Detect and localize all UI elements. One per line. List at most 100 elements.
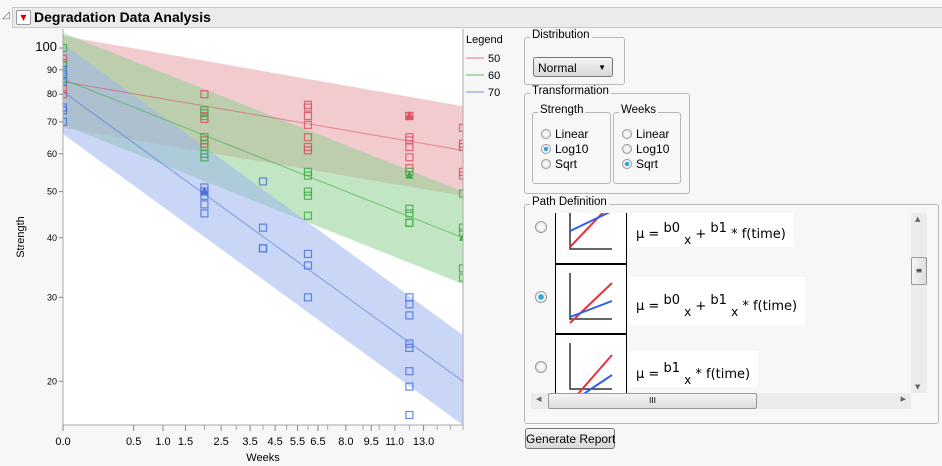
path-definition-group: Path Definition μ = b0 x + b1 * f(time) μ…	[524, 196, 939, 424]
weeks-radio-sqrt[interactable]: Sqrt	[622, 156, 669, 171]
subscript-1: x	[684, 373, 692, 387]
data-point-50	[63, 84, 68, 94]
triangle-marker-60	[459, 232, 463, 241]
path-radio-button[interactable]	[535, 221, 547, 233]
data-point-50	[303, 103, 313, 112]
radio-button-icon[interactable]	[541, 128, 551, 139]
weeks-radio-log10[interactable]: Log10	[622, 141, 669, 156]
legend-entry: 70	[488, 87, 500, 99]
x-tick-label: 13.0	[413, 436, 434, 448]
radio-button-icon[interactable]	[622, 143, 632, 154]
scroll-right-icon[interactable]: ▶	[900, 395, 906, 403]
fit-line-70	[63, 91, 463, 382]
vertical-scroll-thumb[interactable]: ≡	[911, 257, 927, 285]
horizontal-scrollbar[interactable]: ◀ III ▶	[531, 393, 911, 409]
strength-radio-log10[interactable]: Log10	[541, 141, 588, 156]
data-point-60	[63, 61, 68, 70]
radio-button-icon[interactable]	[622, 158, 632, 169]
legend-title: Legend	[466, 34, 503, 46]
data-point-70	[63, 117, 68, 126]
data-point-60	[303, 191, 313, 200]
path-thumbnail-icon	[555, 334, 627, 393]
data-point-60	[458, 223, 463, 232]
transformation-group: Transformation Strength Linear Log10 Sqrt …	[524, 85, 690, 194]
weeks-group: Weeks Linear Log10 Sqrt	[613, 104, 681, 184]
data-point-60	[405, 209, 414, 218]
plot-content	[63, 33, 463, 425]
data-point-70	[63, 77, 68, 86]
distribution-value: Normal	[538, 61, 577, 75]
data-point-50	[63, 54, 68, 63]
path-equation: μ = b1 x * f(time)	[628, 351, 759, 387]
data-point-70	[405, 367, 414, 376]
data-point-50	[303, 146, 313, 155]
term-1: b1	[663, 361, 680, 376]
x-tick-label: 1.5	[178, 436, 193, 448]
data-point-50	[458, 123, 463, 132]
data-point-70	[405, 339, 414, 348]
weeks-label: Weeks	[619, 104, 658, 116]
degradation-chart: 100 90 80 70 60 50 40 30 20 0.0 0.5 1.0 1.5 2.5 3.5 4.5…	[15, 29, 503, 464]
x-tick-label: 3.5	[242, 436, 257, 448]
path-radio-button[interactable]	[535, 361, 547, 373]
data-point-70	[405, 300, 414, 309]
data-point-70	[63, 106, 68, 115]
x-tick-label: 0.5	[126, 436, 141, 448]
scroll-down-icon[interactable]: ▼	[915, 383, 921, 391]
data-point-60	[458, 228, 463, 237]
x-tick-label: 8.0	[338, 436, 353, 448]
data-point-50	[303, 111, 313, 121]
path-radio-button[interactable]	[535, 291, 547, 303]
radio-button-icon[interactable]	[541, 143, 551, 154]
radio-button-icon[interactable]	[541, 158, 551, 169]
strength-radio-sqrt[interactable]: Sqrt	[541, 156, 588, 171]
confidence-band-70	[63, 43, 463, 425]
path-thumbnail-icon	[555, 213, 627, 264]
data-point-70	[63, 65, 68, 74]
fit-line-60	[63, 78, 463, 239]
horizontal-scroll-thumb[interactable]: III	[548, 393, 757, 409]
data-point-50	[405, 153, 414, 162]
subscript-2: x	[731, 305, 739, 319]
term-1: b0	[663, 221, 680, 236]
distribution-select[interactable]: Normal ▼	[533, 57, 613, 77]
legend-entry: 60	[488, 70, 500, 82]
data-point-50	[303, 133, 313, 142]
radio-label: Linear	[555, 126, 589, 141]
data-point-60	[405, 218, 414, 227]
data-point-70	[405, 311, 414, 320]
y-tick-label: 40	[47, 233, 57, 243]
y-tick-label: 30	[47, 292, 57, 302]
triangle-marker-50	[405, 111, 414, 120]
data-point-60	[458, 264, 463, 273]
fit-line-50	[63, 81, 463, 151]
x-tick-label: 9.5	[364, 436, 379, 448]
path-thumbnail-icon	[555, 264, 627, 334]
x-tick-label: 4.5	[267, 436, 282, 448]
data-point-50	[458, 142, 463, 152]
mu-symbol: μ =	[636, 227, 660, 242]
scroll-up-icon[interactable]: ▲	[915, 215, 921, 223]
data-point-50	[303, 120, 313, 129]
generate-report-button[interactable]: Generate Report	[525, 428, 615, 449]
data-point-70	[258, 244, 268, 253]
vertical-scrollbar[interactable]: ▲ ≡ ▼	[911, 213, 927, 393]
path-definition-label: Path Definition	[530, 196, 609, 208]
strength-radio-linear[interactable]: Linear	[541, 126, 588, 141]
collapse-triangle-icon[interactable]: ◿	[2, 10, 10, 21]
operator: +	[695, 227, 707, 242]
radio-label: Log10	[555, 141, 589, 156]
term-2: b1	[710, 293, 727, 308]
data-point-70	[405, 410, 414, 420]
radio-button-icon[interactable]	[622, 128, 632, 139]
y-tick-label: 60	[47, 149, 57, 159]
scroll-left-icon[interactable]: ◀	[536, 395, 542, 403]
weeks-radio-linear[interactable]: Linear	[622, 126, 669, 141]
mu-symbol: μ =	[636, 299, 660, 314]
subscript-1: x	[684, 305, 692, 319]
path-equation: μ = b0 x + b1 x * f(time)	[628, 277, 806, 325]
triangle-marker-60	[405, 170, 414, 179]
x-tick-label: 0.0	[55, 436, 70, 448]
red-triangle-menu-icon[interactable]: ▼	[16, 10, 31, 25]
radio-label: Linear	[636, 126, 670, 141]
